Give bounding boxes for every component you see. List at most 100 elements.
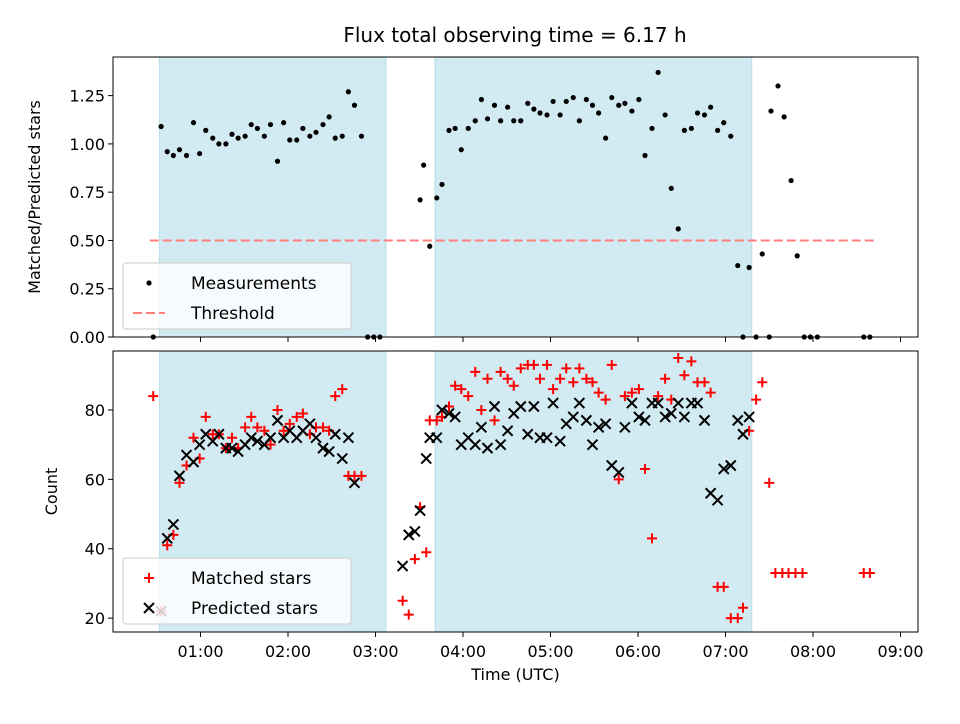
top-measurements-point-52 [518, 118, 524, 124]
bottom-matched-stars-point-95 [797, 568, 808, 579]
legend-marker-measurements [146, 280, 152, 286]
bottom-predicted-stars-point-61 [586, 438, 599, 451]
top-measurements-point-38 [427, 243, 433, 249]
top-measurements-point-75 [668, 185, 674, 191]
bottom-predicted-stars-point-15 [251, 435, 264, 447]
bottom-predicted-stars-point-43 [469, 438, 481, 451]
top-measurements-point-42 [452, 125, 458, 132]
top-measurements-point-8 [203, 127, 209, 133]
top-measurements-point-65 [603, 135, 609, 141]
bottom-matched-stars-point-4 [174, 477, 185, 488]
bottom-matched-stars-point-60 [568, 377, 579, 388]
bottom-predicted-stars-point-29 [342, 432, 355, 444]
top-legend-box [122, 262, 352, 330]
bottom-predicted-stars-point-56 [554, 435, 566, 447]
bottom-matched-stars-point-23 [297, 408, 308, 419]
bottom-matched-stars-point-17 [259, 425, 270, 436]
top-measurements-point-77 [681, 127, 687, 133]
bottom-matched-stars-point-57 [548, 384, 559, 395]
bottom-predicted-stars-point-63 [599, 418, 612, 430]
top-measurements-point-48 [491, 102, 498, 108]
bottom-legend-box [122, 557, 352, 625]
top-measurements-point-21 [287, 137, 293, 143]
top-measurements-point-36 [417, 197, 423, 203]
bottom-matched-stars-point-0 [148, 391, 159, 402]
top-measurements-point-37 [421, 162, 427, 168]
bottom-predicted-stars-point-26 [323, 445, 335, 458]
bottom-predicted-stars-point-82 [725, 459, 737, 472]
top-measurements-point-9 [210, 135, 216, 141]
bottom-shaded-interval-1 [434, 350, 753, 633]
bottom-predicted-stars-point-46 [488, 400, 501, 413]
top-measurements-point-93 [781, 114, 787, 120]
top-measurements-point-29 [339, 133, 345, 139]
bottom-xtick-label-7: 08:00 [790, 642, 836, 661]
bottom-matched-stars-point-15 [246, 411, 257, 422]
bottom-predicted-stars-point-71 [652, 397, 664, 409]
bottom-matched-stars-point-86 [738, 602, 748, 613]
top-measurements-point-94 [788, 177, 794, 184]
bottom-ytick-label-0: 20 [85, 609, 105, 628]
bottom-matched-stars-point-54 [528, 359, 539, 370]
bottom-matched-stars-point-49 [495, 366, 506, 377]
top-ytick-label-0: 0.00 [69, 328, 105, 347]
top-measurements-point-87 [746, 264, 752, 271]
bottom-matched-stars-point-47 [482, 373, 493, 384]
bottom-matched-stars-point-73 [653, 391, 664, 402]
top-measurements-point-5 [183, 152, 190, 159]
bottom-matched-stars-point-46 [476, 404, 487, 415]
bottom-matched-stars-point-83 [718, 581, 729, 592]
bottom-matched-stars-point-55 [535, 373, 545, 384]
top-measurements-point-95 [794, 253, 800, 259]
bottom-predicted-stars-point-73 [665, 407, 677, 420]
top-measurements-point-16 [254, 125, 260, 132]
bottom-predicted-stars-point-39 [443, 407, 455, 420]
top-measurements-point-17 [261, 133, 267, 139]
top-measurements-point-43 [458, 147, 464, 153]
bottom-matched-stars-point-89 [757, 377, 768, 388]
legend-label-predicted-stars: Predicted stars [191, 599, 318, 619]
top-measurements-point-80 [701, 112, 708, 118]
bottom-matched-stars-point-66 [606, 359, 617, 370]
top-axes-frame [112, 56, 919, 338]
top-measurements-point-15 [248, 121, 254, 128]
bottom-predicted-stars-point-52 [528, 400, 540, 413]
bottom-predicted-stars-point-1 [161, 532, 173, 545]
top-measurements-point-20 [281, 120, 287, 126]
bottom-predicted-stars-point-50 [515, 400, 527, 413]
bottom-series-predicted-stars [155, 397, 755, 617]
bottom-matched-stars-point-29 [337, 384, 348, 395]
bottom-matched-stars-point-61 [574, 363, 585, 374]
top-measurements-point-28 [332, 135, 338, 141]
bottom-predicted-stars-point-58 [567, 411, 579, 423]
bottom-matched-stars-point-64 [593, 387, 604, 398]
top-measurements-point-91 [768, 108, 774, 114]
bottom-panel-counts: 20 40 60 80 01:00 02:00 03:00 04:00 05:00 06:00 07… [42, 350, 924, 684]
bottom-matched-stars-point-85 [732, 613, 743, 624]
bottom-matched-stars-point-14 [240, 422, 251, 433]
top-y-axis-label: Matched/Predicted stars [25, 100, 44, 294]
bottom-ytick-label-3: 80 [85, 401, 105, 420]
bottom-matched-stars-point-67 [613, 474, 624, 485]
top-measurements-point-54 [531, 106, 537, 112]
bottom-ytick-label-1: 40 [85, 540, 105, 559]
top-measurements-point-53 [525, 100, 531, 106]
x-axis-label: Time (UTC) [470, 665, 559, 684]
bottom-matched-stars-point-6 [188, 432, 199, 443]
bottom-legend: Matched stars Predicted stars [122, 557, 352, 625]
bottom-predicted-stars-point-23 [304, 418, 316, 430]
bottom-predicted-stars-point-60 [580, 414, 593, 427]
top-measurements-point-55 [537, 110, 543, 116]
bottom-matched-stars-point-22 [291, 411, 302, 422]
top-series-measurements [150, 69, 873, 340]
top-measurements-point-76 [675, 226, 681, 232]
bottom-predicted-stars-point-62 [592, 421, 605, 434]
bottom-matched-stars-point-88 [751, 394, 762, 405]
bottom-matched-stars-point-20 [278, 425, 289, 436]
bottom-predicted-stars-point-5 [187, 456, 200, 468]
bottom-predicted-stars-point-51 [522, 428, 534, 440]
bottom-matched-stars-point-68 [619, 391, 630, 402]
top-measurements-point-22 [294, 137, 300, 143]
top-measurements-point-51 [511, 118, 517, 124]
